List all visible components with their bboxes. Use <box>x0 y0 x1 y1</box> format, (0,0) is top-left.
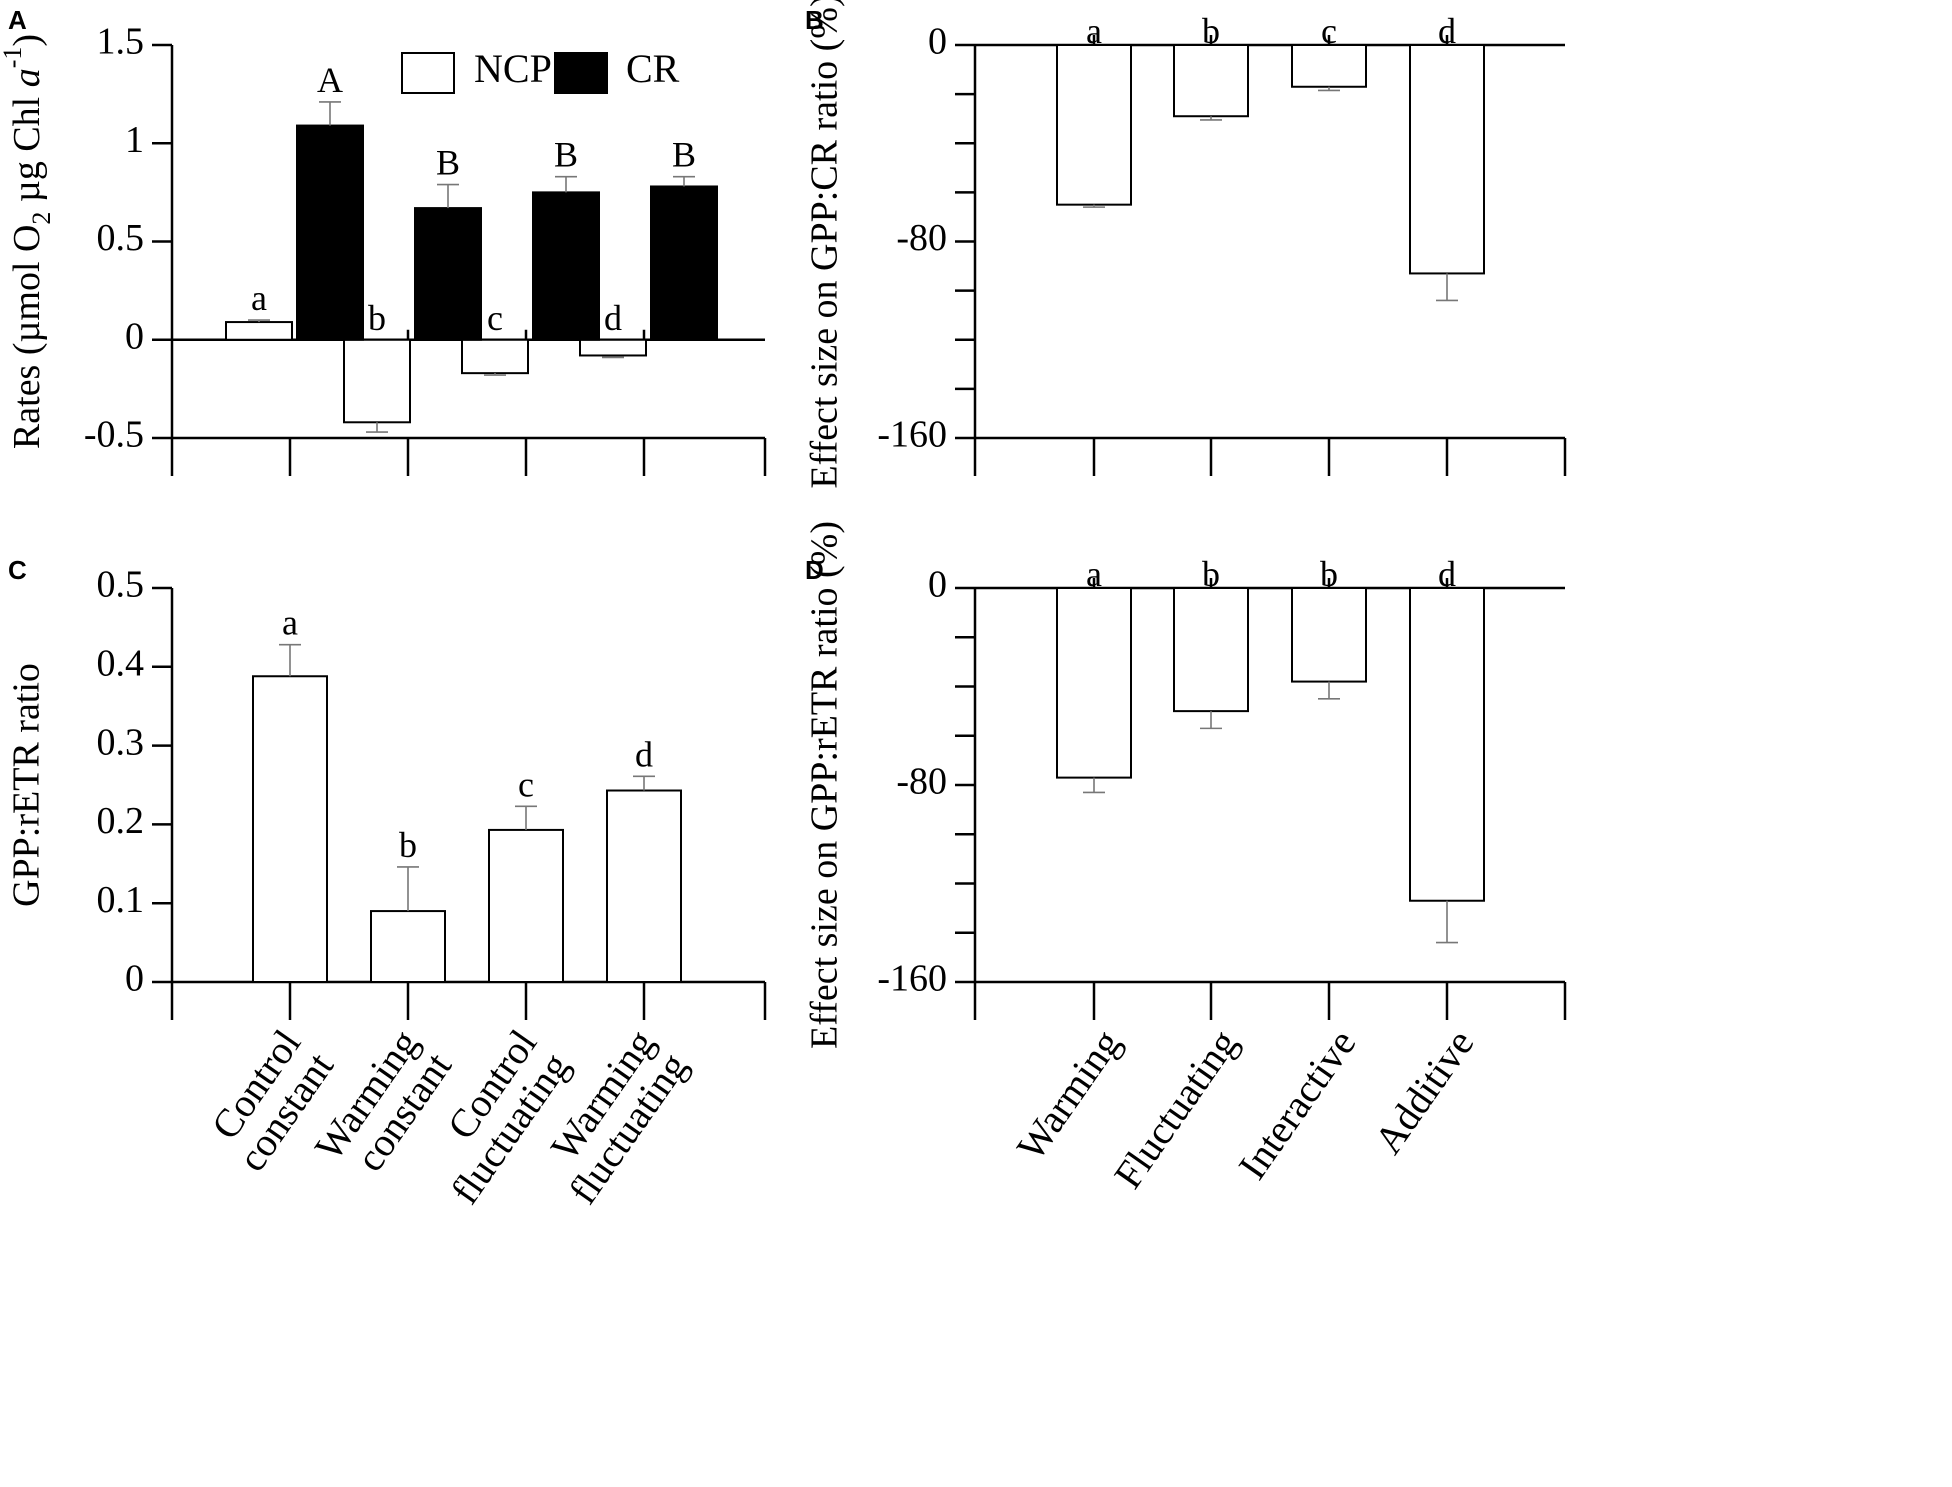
y-tick-label: -0.5 <box>84 414 144 456</box>
y-tick-label: 0 <box>928 564 947 606</box>
bar-ncp <box>225 321 293 341</box>
panel-letter: B <box>805 5 824 35</box>
significance-letter: B <box>554 135 578 175</box>
bar-ncp <box>343 338 411 424</box>
legend-swatch-ncp <box>401 52 455 94</box>
bar <box>370 910 446 984</box>
y-axis-label: Rates (µmol O2 µg Chl a-1) <box>0 34 56 449</box>
significance-letter: b <box>1202 11 1220 51</box>
y-tick-label: 0.5 <box>97 564 145 606</box>
y-tick-label: 0.3 <box>97 721 145 763</box>
panel-letter: A <box>8 5 27 35</box>
bar <box>1409 44 1485 275</box>
y-tick-label: -160 <box>877 958 947 1000</box>
significance-letter: B <box>672 135 696 175</box>
bar <box>1056 44 1132 206</box>
significance-letter: a <box>1086 554 1102 594</box>
y-tick-label: 0 <box>928 21 947 63</box>
bar <box>252 675 328 983</box>
bar-ncp <box>461 338 529 375</box>
significance-letter: A <box>317 60 343 100</box>
legend-label-ncp: NCP <box>474 46 552 91</box>
bar <box>1409 587 1485 902</box>
y-axis-label-part: -1 <box>0 47 27 69</box>
bar <box>1173 587 1249 713</box>
significance-letter: a <box>282 603 298 643</box>
category-label: Interactive <box>1229 1021 1364 1187</box>
significance-letter: d <box>635 734 653 774</box>
significance-letter: d <box>1438 554 1456 594</box>
significance-letter: c <box>487 298 503 338</box>
y-tick-label: -80 <box>896 217 947 259</box>
bar-cr <box>296 124 364 341</box>
y-tick-label: 0 <box>125 958 144 1000</box>
bar-cr <box>414 207 482 341</box>
legend: NCP CR <box>401 46 680 94</box>
significance-letter: a <box>1086 11 1102 51</box>
y-tick-label: -80 <box>896 761 947 803</box>
category-label: Warming <box>1008 1021 1130 1168</box>
significance-letter: c <box>518 764 534 804</box>
category-label: Warmingconstant <box>306 1021 460 1191</box>
significance-letter: a <box>251 278 267 318</box>
category-label: Controlfluctuating <box>409 1021 578 1212</box>
y-tick-label: 0.5 <box>97 217 145 259</box>
y-tick-label: 1 <box>125 119 144 161</box>
y-axis-label-part: a <box>6 68 48 87</box>
bar <box>1173 44 1249 118</box>
y-tick-label: 0 <box>125 315 144 357</box>
bar <box>606 789 682 983</box>
panel-letter: C <box>8 555 27 585</box>
significance-letter: d <box>604 298 622 338</box>
bar <box>488 828 564 984</box>
category-label: Warmingfluctuating <box>527 1021 696 1212</box>
bar-cr <box>650 185 718 341</box>
y-tick-label: 0.4 <box>97 643 145 685</box>
bar-ncp <box>579 338 647 357</box>
y-axis-label: Effect size on GPP:CR ratio (%) <box>804 0 846 489</box>
legend-swatch-cr <box>554 52 608 94</box>
y-axis-label-part: Rates (µmol O <box>6 225 48 450</box>
significance-letter: b <box>1320 554 1338 594</box>
significance-letter: b <box>1202 554 1220 594</box>
legend-label-cr: CR <box>626 46 680 91</box>
significance-letter: c <box>1321 11 1337 51</box>
significance-letter: B <box>436 143 460 183</box>
y-tick-label: -160 <box>877 414 947 456</box>
y-tick-label: 1.5 <box>97 21 145 63</box>
significance-letter: b <box>399 825 417 865</box>
significance-letter: d <box>1438 11 1456 51</box>
y-axis-label: GPP:rETR ratio <box>6 663 48 907</box>
y-tick-label: 0.1 <box>97 879 145 921</box>
panel-letter: D <box>805 555 824 585</box>
bar-cr <box>532 191 600 341</box>
y-axis-label-part: µg Chl <box>6 87 48 211</box>
category-label: Additive <box>1365 1021 1482 1161</box>
panel-c: C 0 0.1 0.2 0.3 0.4 0.5 GPP:rETR ratio a b c d Contr… <box>6 555 767 1212</box>
significance-letter: b <box>368 298 386 338</box>
y-axis-label-part: ) <box>6 34 48 47</box>
panel-d: D -160 -80 0 Effect size on GPP:rETR ratio (… <box>804 521 1567 1196</box>
panel-b: B -160 -80 0 Effect size on GPP:CR ratio (%)… <box>804 0 1567 489</box>
category-label: Controlconstant <box>196 1021 342 1179</box>
y-axis-label-part: 2 <box>27 212 56 225</box>
y-tick-label: 0.2 <box>97 800 145 842</box>
bar <box>1291 587 1367 683</box>
y-axis-label: Effect size on GPP:rETR ratio (%) <box>804 521 846 1049</box>
bar <box>1291 44 1367 88</box>
bar <box>1056 587 1132 779</box>
